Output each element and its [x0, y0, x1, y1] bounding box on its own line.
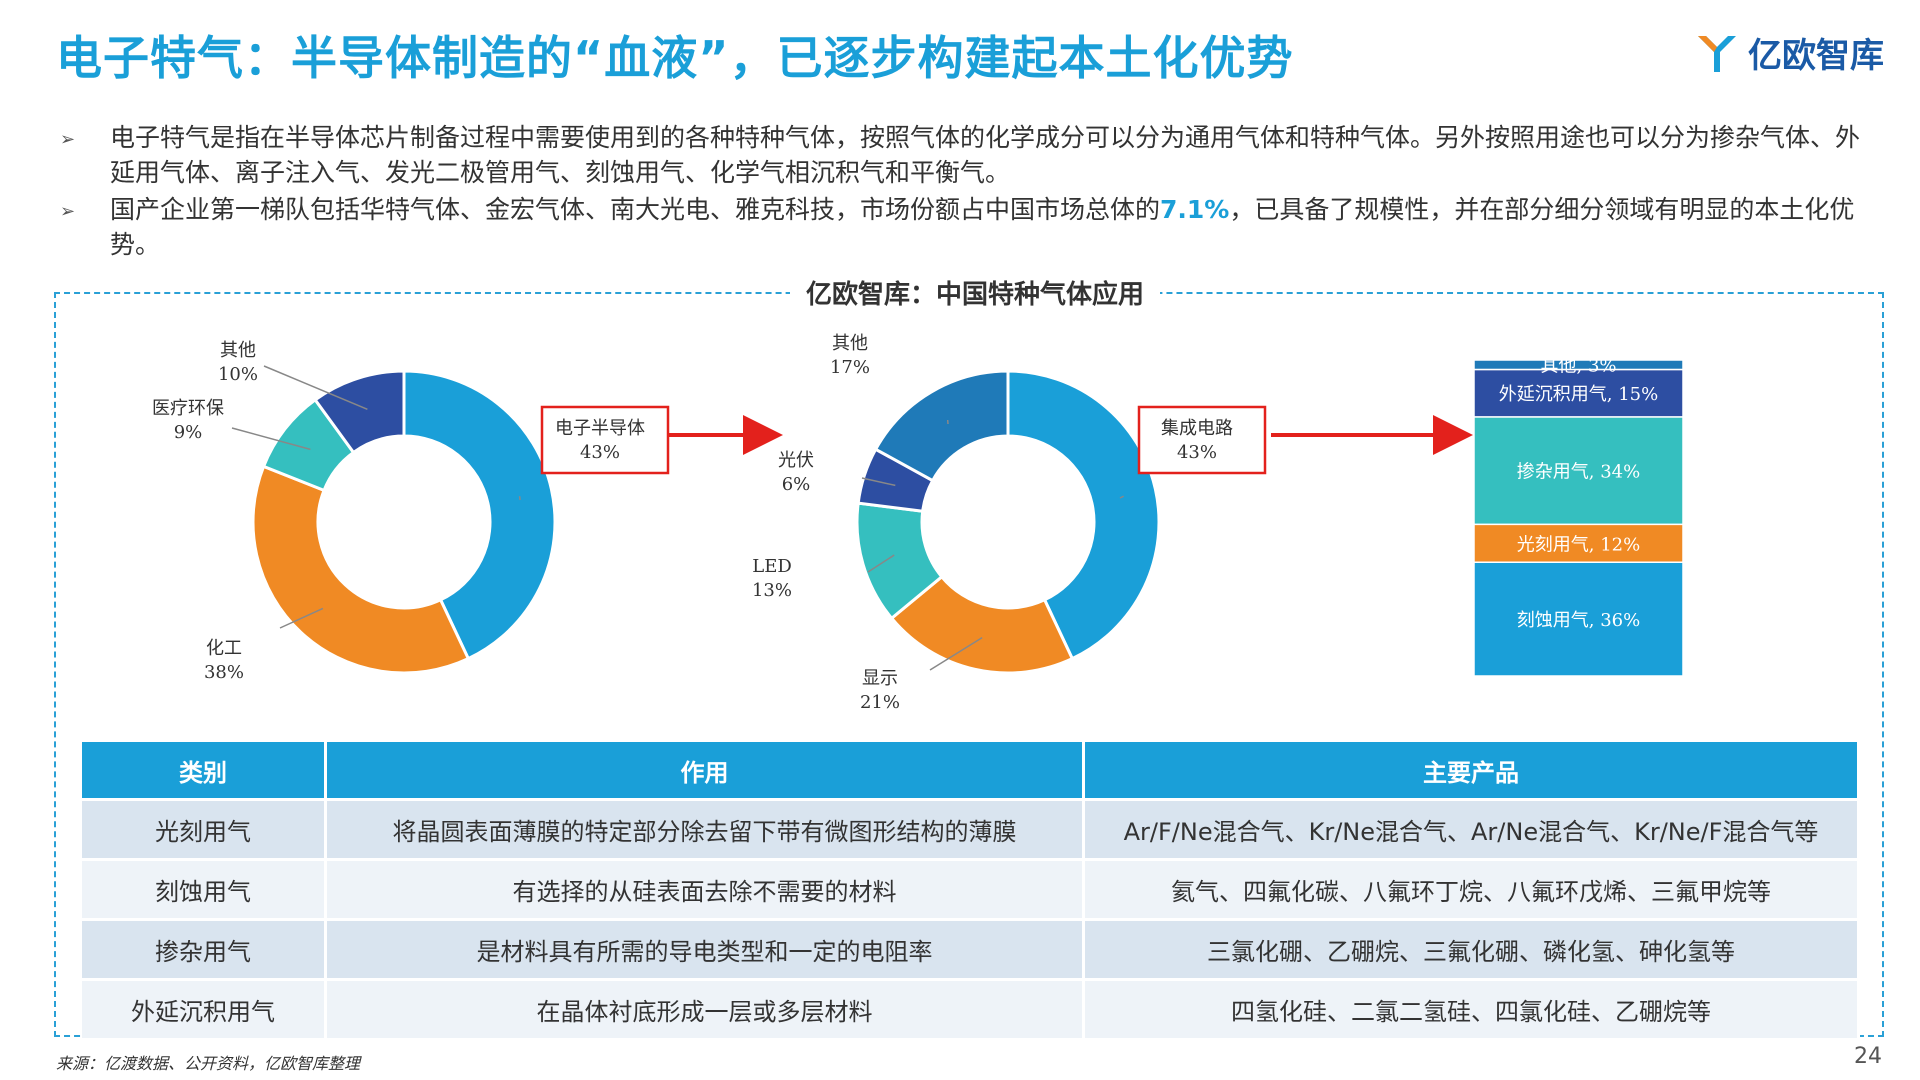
arrow-bullet-icon: ➢ [60, 129, 76, 150]
gas-category-table: 类别 作用 主要产品 光刻用气 将晶圆表面薄膜的特定部分除去留下带有微图形结构的… [82, 742, 1860, 1038]
table-cell: 是材料具有所需的导电类型和一定的电阻率 [325, 918, 1085, 980]
table-cell: 三氯化硼、乙硼烷、三氟化硼、磷化氢、砷化氢等 [1083, 918, 1860, 980]
bullet-item: ➢ 电子特气是指在半导体芯片制备过程中需要使用到的各种特种气体，按照气体的化学成… [60, 120, 1880, 190]
table-cell: 在晶体衬底形成一层或多层材料 [325, 978, 1085, 1038]
page-number: 24 [1854, 1044, 1882, 1069]
slice-value: 43% [1177, 442, 1217, 463]
table-row: 刻蚀用气 有选择的从硅表面去除不需要的材料 氦气、四氟化碳、八氟环丁烷、八氟环戊… [82, 858, 1860, 920]
leader-line [263, 365, 368, 410]
slice-value: 21% [860, 692, 900, 713]
table-header-function: 作用 [325, 742, 1085, 800]
leader-line [861, 477, 896, 487]
donut-slice [402, 369, 557, 661]
slice-label: 显示 [862, 668, 898, 689]
table-header-row: 类别 作用 主要产品 [82, 742, 1860, 800]
slice-value: 13% [752, 580, 792, 601]
section-title: 亿欧智库：中国特种气体应用 [790, 274, 1161, 311]
segment-label: 光刻用气, 12% [1517, 534, 1640, 555]
table-cell: 光刻用气 [82, 798, 327, 860]
bullet-text: 电子特气是指在半导体芯片制备过程中需要使用到的各种特种气体，按照气体的化学成分可… [110, 123, 1861, 187]
stacked-segment [1473, 416, 1684, 526]
stacked-segment [1473, 368, 1684, 418]
table-row: 光刻用气 将晶圆表面薄膜的特定部分除去留下带有微图形结构的薄膜 Ar/F/Ne混… [82, 798, 1860, 860]
stacked-bar-ic-gases: 刻蚀用气, 36% 光刻用气, 12% 掺杂用气, 34% 外延沉积用气, 15% 其他… [1473, 356, 1684, 677]
segment-label: 掺杂用气, 34% [1517, 462, 1640, 483]
bullet-text-part: 国产企业第一梯队包括华特气体、金宏气体、南大光电、雅克科技，市场份额占中国市场总… [110, 195, 1161, 224]
leader-line [867, 554, 895, 573]
donut-chart-electronics: 集成电路 43% 显示 21% LED 13% 光伏 6% 其他 17% [752, 333, 1267, 713]
source-note: 来源：亿渡数据、公开资料，亿欧智库整理 [56, 1054, 361, 1073]
table-header-products: 主要产品 [1083, 742, 1860, 800]
slice-label: LED [752, 556, 792, 577]
leader-line [1119, 495, 1124, 499]
leader-line [929, 637, 983, 671]
stacked-segment [1473, 359, 1684, 371]
logo-mark-icon [1698, 35, 1736, 72]
table-row: 掺杂用气 是材料具有所需的导电类型和一定的电阻率 三氯化硼、乙硼烷、三氟化硼、磷… [82, 918, 1860, 980]
bullet-text: 国产企业第一梯队包括华特气体、金宏气体、南大光电、雅克科技，市场份额占中国市场总… [110, 192, 1880, 262]
slice-value: 43% [580, 442, 620, 463]
segment-label: 刻蚀用气, 36% [1517, 610, 1640, 631]
table-cell: Ar/F/Ne混合气、Kr/Ne混合气、Ar/Ne混合气、Kr/Ne/F混合气等 [1083, 798, 1860, 860]
highlight-box [1137, 405, 1267, 475]
table-cell: 有选择的从硅表面去除不需要的材料 [325, 858, 1085, 920]
donut-slice [873, 369, 1010, 483]
slice-label: 光伏 [778, 450, 814, 471]
slice-value: 38% [204, 662, 244, 683]
table-cell: 刻蚀用气 [82, 858, 327, 920]
bullet-list: ➢ 电子特气是指在半导体芯片制备过程中需要使用到的各种特种气体，按照气体的化学成… [60, 120, 1880, 264]
slice-value: 10% [218, 364, 258, 385]
table-cell: 外延沉积用气 [82, 978, 327, 1038]
market-share-highlight: 7.1% [1160, 195, 1230, 224]
donut-chart-applications: 电子半导体 43% 化工 38% 医疗环保 9% 其他 10% [152, 340, 670, 683]
donut-slice [251, 464, 471, 675]
stacked-segment [1473, 523, 1684, 563]
slice-value: 9% [174, 422, 203, 443]
slice-label: 医疗环保 [152, 398, 224, 419]
table-header-category: 类别 [82, 742, 327, 800]
page-title: 电子特气：半导体制造的“血液”，已逐步构建起本土化优势 [56, 31, 1294, 85]
table-cell: 四氢化硅、二氯二氢硅、四氯化硅、乙硼烷等 [1083, 978, 1860, 1038]
donut-slice [313, 369, 406, 455]
donut-slice [1006, 369, 1161, 661]
logo-text: 亿欧智库 [1748, 36, 1884, 76]
segment-label: 外延沉积用气, 15% [1499, 384, 1658, 405]
slice-value: 17% [830, 357, 870, 378]
donut-slice [889, 574, 1075, 675]
slice-label: 集成电路 [1161, 418, 1233, 439]
slice-label: 其他 [832, 333, 868, 354]
stacked-segment [1473, 561, 1684, 677]
slice-label: 其他 [220, 340, 256, 361]
bullet-item: ➢ 国产企业第一梯队包括华特气体、金宏气体、南大光电、雅克科技，市场份额占中国市… [60, 192, 1880, 262]
leader-line [279, 607, 324, 629]
slice-value: 6% [782, 474, 811, 495]
table-cell: 将晶圆表面薄膜的特定部分除去留下带有微图形结构的薄膜 [325, 798, 1085, 860]
table-cell: 掺杂用气 [82, 918, 327, 980]
slice-label: 化工 [206, 638, 242, 659]
leader-line [231, 427, 311, 451]
table-row: 外延沉积用气 在晶体衬底形成一层或多层材料 四氢化硅、二氯二氢硅、四氯化硅、乙硼… [82, 978, 1860, 1038]
brand-logo: 亿欧智库 [1694, 28, 1884, 77]
segment-label: 其他, 3% [1541, 356, 1617, 377]
slice-label: 电子半导体 [555, 418, 645, 439]
highlight-box [540, 405, 670, 475]
arrow-bullet-icon: ➢ [60, 201, 76, 222]
bullet-text-part: ，已具备了规模性，并在部分细分领域有明显的本土化优势。 [110, 195, 1855, 259]
table-cell: 氦气、四氟化碳、八氟环丁烷、八氟环戊烯、三氟甲烷等 [1083, 858, 1860, 920]
